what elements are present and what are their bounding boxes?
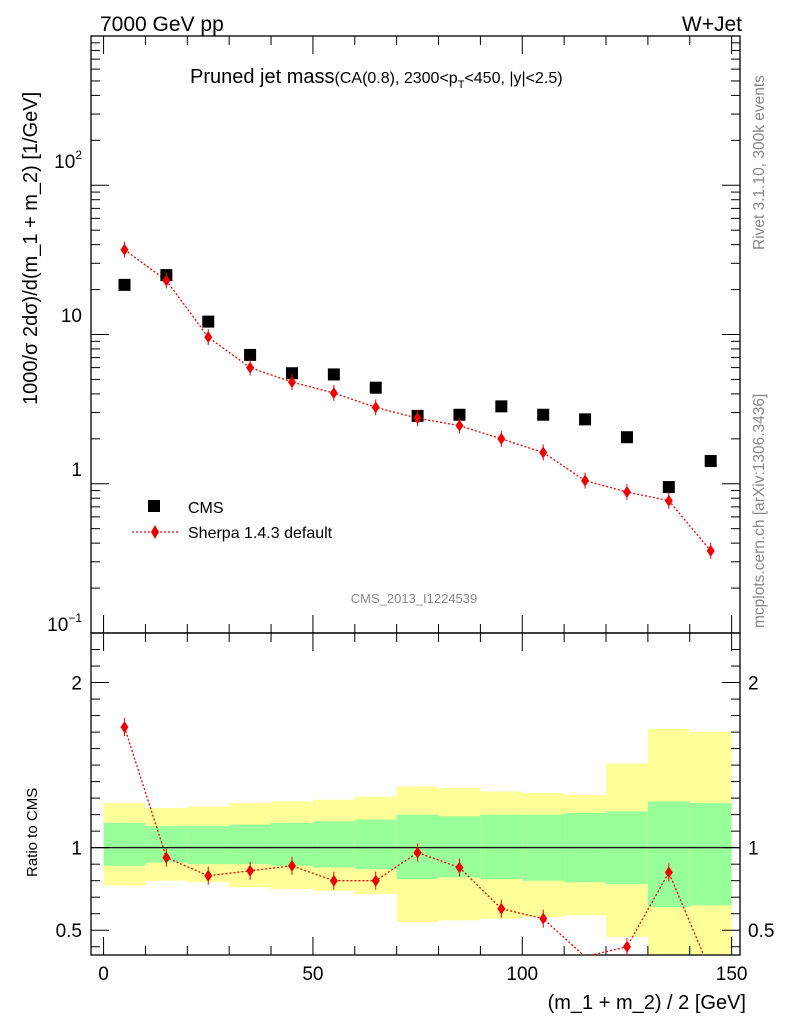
legend: CMS Sherpa 1.4.3 default [132, 500, 333, 542]
mcplots-label: mcplots.cern.ch [arXiv:1306.3436] [751, 394, 768, 628]
x-tick-label: 100 [506, 964, 538, 985]
ratio-ytick-label-right: 1 [748, 839, 759, 860]
ratio-sherpa-point [162, 851, 171, 864]
ratio-ytick-label: 2 [71, 674, 82, 695]
sherpa-point [539, 446, 548, 459]
ratio-uncertainty-bands [91, 728, 740, 955]
header-process: W+Jet [682, 13, 742, 36]
green-band-bin [103, 822, 146, 866]
ratio-sherpa-point [329, 874, 338, 887]
green-band-bin [229, 824, 272, 865]
ratio-ytick-label-right: 2 [748, 674, 759, 695]
ratio-sherpa-point [497, 902, 506, 915]
cms-point [537, 408, 550, 421]
ratio-ytick-label: 1 [71, 839, 82, 860]
legend-cms-marker [148, 500, 160, 512]
ratio-frame [90, 632, 741, 956]
green-band-bin [187, 826, 230, 865]
cms-point [369, 381, 382, 394]
top-series [118, 241, 717, 559]
plot-title-sub-sub: T [458, 79, 465, 91]
plot-title-sub-pre: (CA(0.8), 2300<p [335, 70, 458, 87]
legend-cms-label: CMS [188, 500, 224, 517]
ratio-sherpa-point [455, 861, 464, 874]
ratio-ytick-label-right: 0.5 [748, 921, 774, 942]
sherpa-point [287, 376, 296, 389]
sherpa-point [162, 274, 171, 287]
top-ytick-label-one: 1 [71, 460, 82, 481]
cms-point [244, 348, 257, 361]
sherpa-point [706, 544, 715, 557]
rivet-version-label: Rivet 3.1.10, 300k events [751, 75, 768, 250]
analysis-label: CMS_2013_I1224539 [351, 591, 478, 606]
cms-point [579, 413, 592, 426]
cms-point [620, 431, 633, 444]
green-band-bin [647, 801, 690, 908]
cms-point [495, 400, 508, 413]
ratio-series-clipped [120, 718, 705, 955]
sherpa-point [664, 494, 673, 507]
top-y-axis-label: 1000/σ 2dσ)/d(m_1 + m_2) [1/GeV] [20, 92, 42, 405]
ratio-sherpa-point [246, 864, 255, 877]
sherpa-point [497, 432, 506, 445]
ratio-sherpa-point [204, 869, 213, 882]
header-energy: 7000 GeV pp [100, 13, 224, 36]
cms-point [704, 455, 717, 468]
top-ytick-label-tenth: 10−1 [47, 611, 82, 636]
ratio-sherpa-point [371, 874, 380, 887]
ratio-sherpa-point [287, 859, 296, 872]
cms-point [662, 481, 675, 494]
legend-sherpa-marker [151, 525, 159, 539]
green-band-bin [689, 803, 732, 906]
x-tick-label: 150 [716, 964, 748, 985]
ratio-sherpa-point [539, 912, 548, 925]
sherpa-point [581, 474, 590, 487]
ratio-sherpa-point [120, 721, 129, 734]
plot-title: Pruned jet mass(CA(0.8), 2300<pT<450, |y… [190, 66, 563, 91]
cms-point [118, 278, 131, 291]
green-band-bin [354, 819, 397, 870]
sherpa-point [371, 401, 380, 414]
ratio-y-axis-label: Ratio to CMS [24, 788, 41, 877]
ratio-axes: 0.5 0.5 1 1 2 2 0 50 100 150 [56, 632, 774, 985]
top-ytick-label-hundred: 102 [54, 148, 82, 173]
ratio-sherpa-point [664, 866, 673, 879]
top-axes [90, 35, 741, 634]
ratio-sherpa-point [622, 940, 631, 953]
sherpa-point [329, 387, 338, 400]
sherpa-point [413, 412, 422, 425]
plot-title-main: Pruned jet mass [190, 66, 335, 88]
x-tick-label: 50 [302, 964, 323, 985]
sherpa-point [455, 419, 464, 432]
ratio-series [120, 718, 705, 955]
plot-title-sub-post: <450, |y|<2.5) [464, 70, 562, 87]
legend-sherpa-label: Sherpa 1.4.3 default [188, 525, 333, 542]
x-tick-label: 0 [98, 964, 109, 985]
sherpa-point [204, 331, 213, 344]
sherpa-point [246, 361, 255, 374]
green-band-bin [480, 814, 523, 880]
top-ytick-label-ten: 10 [61, 306, 82, 327]
ratio-sherpa-line [123, 726, 705, 955]
cms-point [202, 315, 215, 328]
sherpa-point [120, 243, 129, 256]
green-band-bin [312, 821, 355, 868]
cms-point [453, 408, 466, 421]
x-axis-label: (m_1 + m_2) / 2 [GeV] [548, 992, 746, 1014]
cms-point [285, 367, 298, 380]
ratio-ytick-label: 0.5 [56, 921, 82, 942]
top-frame [90, 35, 741, 634]
ratio-sherpa-point [413, 846, 422, 859]
cms-point [327, 368, 340, 381]
sherpa-point [622, 486, 631, 499]
